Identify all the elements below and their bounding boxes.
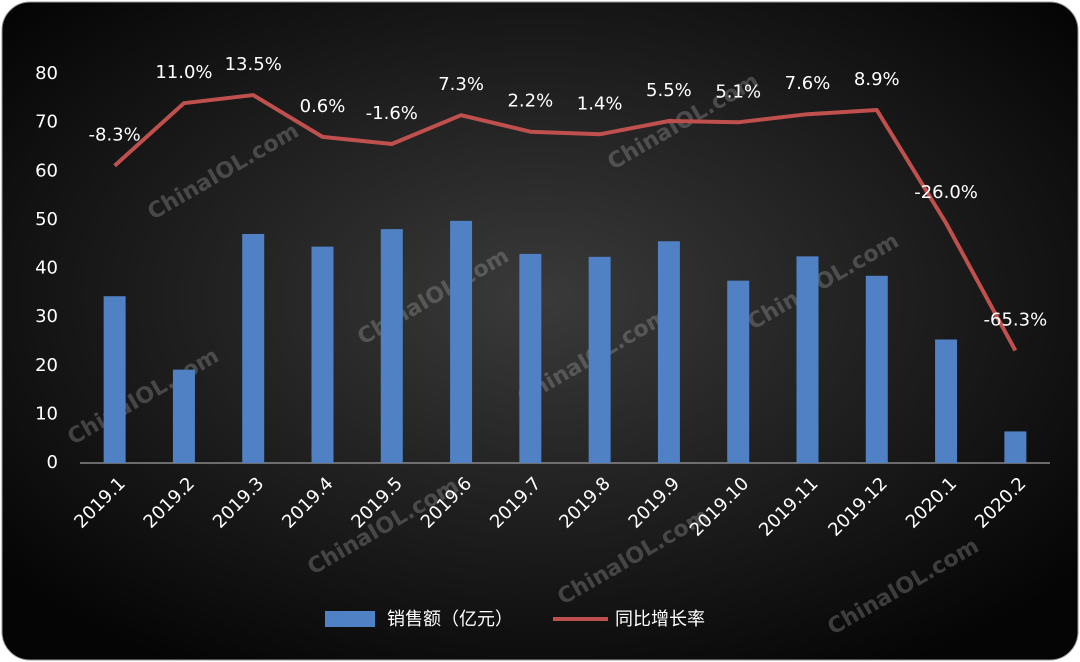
bar [103, 296, 126, 463]
bar [380, 229, 403, 463]
bar [311, 246, 334, 463]
y-tick-label: 10 [35, 403, 58, 424]
y-tick-label: 30 [35, 306, 58, 327]
data-label: 1.4% [577, 93, 623, 114]
bar [1004, 431, 1027, 463]
data-label: -26.0% [914, 182, 978, 203]
y-tick-label: 20 [35, 355, 58, 376]
bar [588, 256, 611, 463]
bar [519, 253, 542, 463]
data-label: 5.5% [646, 80, 692, 101]
y-tick-label: 0 [47, 452, 58, 473]
y-tick-label: 50 [35, 209, 58, 230]
line [113, 93, 1018, 352]
data-label: 5.1% [715, 81, 761, 102]
bar [796, 256, 819, 463]
data-label: 13.5% [225, 54, 282, 75]
bar [172, 369, 195, 463]
data-label: -1.6% [366, 103, 418, 124]
legend-label: 同比增长率 [615, 609, 705, 630]
bar [657, 241, 680, 463]
data-label: 0.6% [300, 96, 346, 117]
data-label: 11.0% [155, 62, 212, 83]
data-label: 8.9% [854, 69, 900, 90]
bar [242, 233, 265, 463]
legend-label: 销售额（亿元） [387, 609, 513, 630]
bar [865, 275, 888, 463]
bar [935, 339, 958, 463]
y-tick-label: 60 [35, 160, 58, 181]
bar [450, 220, 473, 463]
data-label: 2.2% [507, 91, 553, 112]
data-label: 7.3% [438, 74, 484, 95]
legend-swatch [325, 611, 375, 627]
data-label: -8.3% [89, 125, 141, 146]
data-label: 7.6% [785, 73, 831, 94]
bar [727, 280, 750, 463]
y-tick-label: 40 [35, 258, 58, 279]
data-label: -65.3% [984, 310, 1048, 331]
y-tick-label: 80 [35, 63, 58, 84]
y-tick-label: 70 [35, 112, 58, 133]
